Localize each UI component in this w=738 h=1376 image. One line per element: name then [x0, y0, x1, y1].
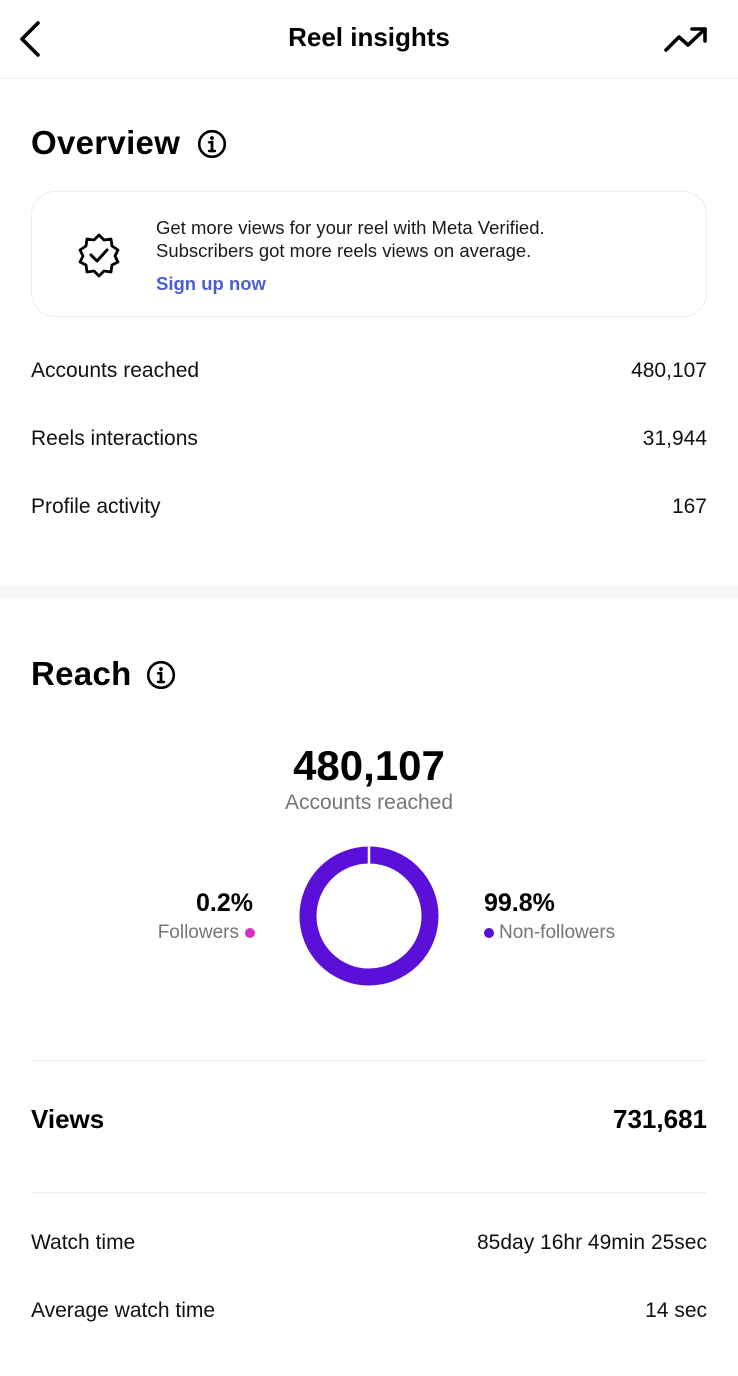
non-followers-label: Non-followers: [499, 922, 616, 943]
views-label: Views: [31, 1104, 105, 1134]
average-watch-time-value: 14 sec: [645, 1299, 707, 1322]
reels-interactions-label: Reels interactions: [31, 427, 198, 450]
accounts-reached-label: Accounts reached: [31, 359, 200, 382]
info-icon[interactable]: [197, 129, 227, 159]
reach-donut-chart: [299, 846, 439, 986]
trending-up-icon: [664, 27, 707, 52]
non-followers-percent: 99.8%: [484, 889, 555, 917]
profile-activity-label: Profile activity: [31, 495, 161, 518]
non-followers-dot: [484, 928, 494, 938]
overview-title: Overview: [31, 124, 181, 161]
meta-verified-promo-card: Get more views for your reel with Meta V…: [31, 191, 707, 317]
sign-up-now-link[interactable]: Sign up now: [156, 273, 266, 294]
non-followers-legend: Non-followers: [484, 922, 615, 944]
trends-button[interactable]: [658, 18, 714, 60]
back-button[interactable]: [8, 14, 52, 64]
divider: [31, 1192, 707, 1193]
promo-line-2: Subscribers got more reels views on aver…: [156, 240, 532, 261]
info-icon[interactable]: [146, 660, 176, 690]
divider: [31, 1060, 707, 1061]
watch-time-value: 85day 16hr 49min 25sec: [477, 1231, 707, 1254]
promo-line-1: Get more views for your reel with Meta V…: [156, 217, 545, 238]
reach-total: 480,107: [293, 742, 445, 789]
followers-percent: 0.2%: [196, 889, 253, 917]
section-separator: [0, 586, 738, 598]
verified-badge-icon: [78, 233, 120, 278]
watch-time-label: Watch time: [31, 1231, 136, 1254]
accounts-reached-value: 480,107: [631, 359, 707, 382]
reach-caption: Accounts reached: [284, 791, 454, 814]
followers-legend: Followers: [158, 922, 255, 944]
non-followers-segment: [299, 846, 439, 986]
page-title: Reel insights: [288, 22, 450, 52]
average-watch-time-label: Average watch time: [31, 1299, 216, 1322]
chevron-left-icon: [20, 21, 40, 57]
profile-activity-value: 167: [671, 495, 707, 518]
top-bar: Reel insights: [0, 0, 738, 79]
followers-dot: [245, 928, 255, 938]
reach-title: Reach: [31, 655, 132, 692]
views-value: 731,681: [613, 1104, 707, 1134]
reels-interactions-value: 31,944: [642, 427, 707, 450]
followers-label: Followers: [157, 922, 239, 943]
promo-message: Get more views for your reel with Meta V…: [156, 216, 696, 262]
